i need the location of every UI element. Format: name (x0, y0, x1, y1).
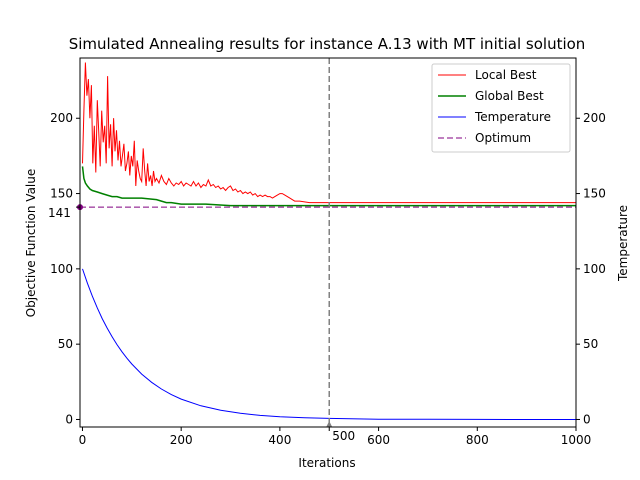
y2-tick-label: 0 (583, 412, 591, 426)
plot-area (77, 58, 576, 427)
legend-label: Global Best (475, 89, 544, 103)
x-tick-label: 600 (367, 433, 390, 447)
y-axis-left: 0 50 100 141 150 200 (48, 111, 80, 426)
y-tick-label: 50 (58, 337, 73, 351)
iteration-marker-triangle (326, 421, 333, 427)
y2-tick-label: 100 (583, 262, 606, 276)
legend: Local Best Global Best Temperature Optimum (431, 63, 571, 153)
x-axis: 0 200 400 500 600 800 1000 (79, 427, 592, 447)
legend-label: Temperature (474, 110, 551, 124)
y-axis-right: 0 50 100 150 200 (576, 111, 606, 426)
x-tick-label: 400 (268, 433, 291, 447)
y-tick-label: 0 (65, 412, 73, 426)
y2-tick-label: 150 (583, 187, 606, 201)
y2-tick-label: 50 (583, 337, 598, 351)
series-line-local-best (82, 62, 576, 204)
y-tick-label: 100 (50, 262, 73, 276)
y-axis-label: Objective Function Value (24, 169, 38, 318)
series-line-temperature (82, 268, 576, 420)
y2-axis-label: Temperature (616, 205, 630, 282)
axes-frame (79, 57, 577, 428)
x-axis-label: Iterations (298, 456, 355, 470)
x-tick-label: 200 (170, 433, 193, 447)
series-line-global-best (81, 166, 576, 207)
y-tick-label: 200 (50, 111, 73, 125)
x-tick-label: 500 (332, 429, 355, 443)
x-tick-label: 0 (79, 433, 87, 447)
y2-tick-label: 200 (583, 111, 606, 125)
chart-title: Simulated Annealing results for instance… (69, 35, 586, 53)
y-tick-label: 141 (48, 206, 71, 220)
x-tick-label: 800 (466, 433, 489, 447)
x-tick-label: 1000 (561, 433, 592, 447)
legend-label: Optimum (475, 131, 531, 145)
legend-box (431, 63, 571, 153)
y-tick-label: 150 (50, 187, 73, 201)
legend-label: Local Best (475, 68, 537, 82)
